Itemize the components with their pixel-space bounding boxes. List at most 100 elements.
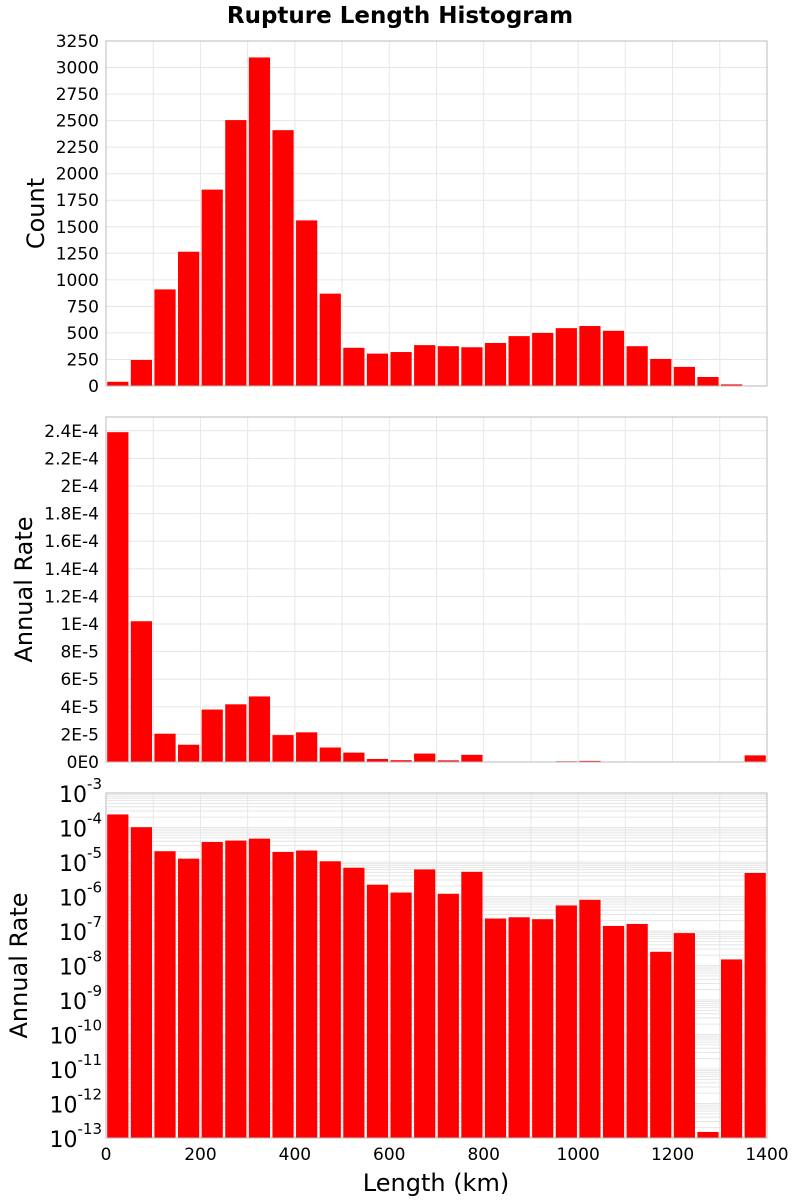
rate-linear-panel-frame — [105, 416, 768, 763]
bar — [272, 130, 294, 386]
bar — [296, 732, 318, 762]
y-tick-label: 1.2E-4 — [44, 587, 99, 607]
bar — [390, 892, 412, 1138]
bar — [366, 884, 389, 1138]
rate-log-panel: 10-1310-1210-1110-1010-910-810-710-610-5… — [5, 775, 768, 1153]
count-panel-y-label: Count — [22, 178, 50, 249]
chart-title: Rupture Length Histogram — [227, 3, 573, 29]
bar — [178, 744, 200, 762]
y-tick-label: 3250 — [56, 32, 99, 52]
bar — [296, 220, 318, 386]
bar — [555, 328, 577, 386]
bar — [154, 733, 176, 762]
rate-linear-panel: 0E0 2E-5 4E-5 6E-5 8E-5 1E-4 1.2E-4 1.4E-4 1.6E-… — [10, 416, 768, 773]
bar — [650, 951, 672, 1138]
x-tick-label: 800 — [467, 1145, 499, 1165]
y-tick-label: 1250 — [56, 244, 99, 264]
count-panel: 0 250 500 750 1000 1250 1500 1750 2000 2250 2500 27… — [22, 32, 768, 397]
y-tick-label: 2E-4 — [60, 477, 99, 497]
bar — [366, 353, 389, 386]
bar — [461, 754, 483, 762]
bar — [225, 840, 247, 1138]
rate-linear-panel-y-label: Annual Rate — [10, 516, 38, 662]
y-tick-label: 500 — [67, 324, 99, 344]
count-panel-bars — [107, 57, 766, 386]
bar — [626, 923, 648, 1138]
bar — [272, 735, 294, 762]
x-tick-label: 400 — [279, 1145, 311, 1165]
bar — [201, 841, 223, 1138]
y-tick-label: 1E-4 — [60, 615, 99, 635]
y-tick-label: 2E-5 — [60, 725, 99, 745]
y-tick-label: 1.8E-4 — [44, 505, 99, 525]
bar — [414, 753, 436, 762]
rate-log-panel-bars — [107, 814, 766, 1138]
bar — [414, 345, 436, 386]
bar — [673, 366, 695, 386]
bar — [720, 384, 743, 386]
bar — [532, 919, 554, 1138]
y-tick-label: 10-5 — [59, 844, 102, 877]
y-tick-label: 1500 — [56, 218, 99, 238]
bar — [343, 867, 365, 1138]
rate-linear-panel-y-ticks: 0E0 2E-5 4E-5 6E-5 8E-5 1E-4 1.2E-4 1.4E-4 1.6E-… — [44, 422, 99, 773]
rate-log-panel-y-label: Annual Rate — [5, 892, 33, 1038]
y-tick-label: 2.2E-4 — [44, 449, 99, 469]
y-tick-label: 250 — [67, 350, 99, 370]
bar — [154, 851, 176, 1138]
count-panel-frame — [105, 40, 768, 387]
bar — [555, 905, 577, 1138]
bar — [626, 346, 648, 386]
bar — [579, 326, 601, 386]
y-tick-label: 2500 — [56, 112, 99, 132]
bar — [130, 621, 153, 762]
bar — [201, 189, 223, 386]
bar — [508, 336, 530, 386]
bar — [579, 899, 601, 1138]
bar — [508, 917, 530, 1138]
y-tick-label: 0E0 — [67, 753, 99, 773]
rate-log-panel-y-ticks: 10-1310-1210-1110-1010-910-810-710-610-5… — [50, 775, 103, 1153]
rate-log-panel-frame — [105, 792, 768, 1139]
bar — [390, 352, 412, 386]
bar — [272, 851, 294, 1138]
bar — [178, 251, 200, 386]
bar — [248, 696, 271, 762]
bar — [130, 359, 153, 386]
y-tick-label: 10-9 — [59, 982, 102, 1015]
bar — [437, 893, 459, 1138]
x-axis-ticks: 0 200 400 600 800 1000 1200 1400 — [101, 1145, 789, 1165]
count-panel-y-ticks: 0 250 500 750 1000 1250 1500 1750 2000 2250 2500 27… — [56, 32, 99, 397]
y-tick-label: 10-3 — [59, 775, 102, 808]
y-tick-label: 1750 — [56, 191, 99, 211]
bar — [201, 709, 223, 762]
rate-linear-panel-bars — [107, 432, 766, 762]
bar — [366, 758, 389, 762]
bar — [484, 918, 507, 1138]
x-tick-label: 0 — [101, 1145, 112, 1165]
bar — [720, 959, 743, 1138]
y-tick-label: 4E-5 — [60, 698, 99, 718]
x-tick-label: 1400 — [745, 1145, 788, 1165]
bar — [437, 346, 459, 386]
bar — [744, 755, 766, 762]
y-tick-label: 10-11 — [50, 1051, 103, 1084]
y-tick-label: 0 — [88, 377, 99, 397]
y-tick-label: 10-12 — [50, 1086, 103, 1119]
bar — [107, 814, 129, 1138]
bar — [154, 289, 176, 386]
y-tick-label: 1.4E-4 — [44, 560, 99, 580]
y-tick-label: 2750 — [56, 85, 99, 105]
y-tick-label: 2.4E-4 — [44, 422, 99, 442]
y-tick-label: 10-8 — [59, 948, 102, 981]
y-tick-label: 10-13 — [50, 1120, 103, 1153]
bar — [673, 933, 695, 1138]
bar — [248, 838, 271, 1138]
bar — [319, 293, 341, 386]
y-tick-label: 10-6 — [59, 879, 102, 912]
bar — [225, 704, 247, 762]
bar — [697, 1131, 719, 1138]
bar — [390, 760, 412, 762]
y-tick-label: 10-4 — [59, 810, 102, 843]
